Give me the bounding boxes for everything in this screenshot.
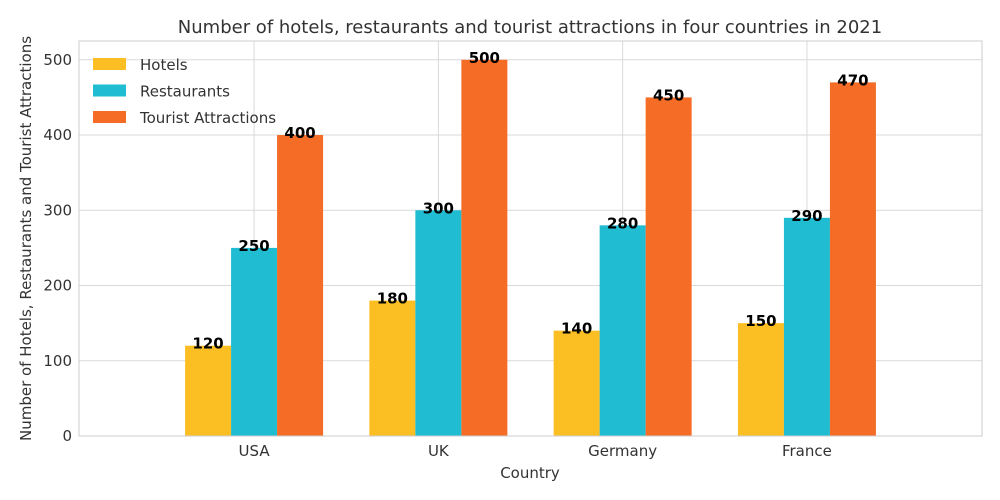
legend-label: Restaurants xyxy=(140,83,230,101)
x-tick-label: Germany xyxy=(588,442,657,460)
data-label: 120 xyxy=(192,335,223,353)
y-axis-label: Number of Hotels, Restaurants and Touris… xyxy=(17,36,35,441)
bars xyxy=(185,59,876,437)
data-labels: 120 250 400 180 300 500 140 280 450 150 290 470 xyxy=(192,49,868,353)
bar-restaurants xyxy=(783,217,830,436)
bar-tourist-attractions xyxy=(645,97,692,436)
legend-label: Hotels xyxy=(140,56,188,74)
data-label: 300 xyxy=(423,199,454,217)
x-tick-label: USA xyxy=(239,442,271,460)
chart-title: Number of hotels, restaurants and touris… xyxy=(178,17,882,38)
bar-restaurants xyxy=(231,247,278,436)
bar-restaurants xyxy=(599,225,646,436)
y-tick-label: 100 xyxy=(43,352,72,370)
y-tick-label: 300 xyxy=(43,201,72,219)
x-tick-label: UK xyxy=(428,442,450,460)
y-tick-label: 0 xyxy=(62,427,72,445)
axis-ticks: 0 100 200 300 400 500 USA UK Germany France xyxy=(43,51,832,460)
data-label: 250 xyxy=(238,237,269,255)
legend-swatch xyxy=(93,84,126,97)
data-label: 290 xyxy=(791,207,822,225)
bar-tourist-attractions xyxy=(277,135,324,437)
bar-hotels xyxy=(369,300,416,436)
y-tick-label: 500 xyxy=(43,51,72,69)
data-label: 150 xyxy=(745,312,776,330)
data-label: 500 xyxy=(469,49,500,67)
x-axis-label: Country xyxy=(500,464,560,482)
data-label: 450 xyxy=(653,86,684,104)
data-label: 400 xyxy=(284,124,315,142)
plot-frame xyxy=(78,40,983,437)
bar-tourist-attractions xyxy=(461,59,508,437)
legend-label: Tourist Attractions xyxy=(139,109,276,127)
bar-tourist-attractions xyxy=(829,82,876,436)
data-label: 140 xyxy=(561,320,592,338)
x-tick-label: France xyxy=(782,442,832,460)
data-label: 470 xyxy=(837,71,868,89)
bar-hotels xyxy=(737,323,784,436)
legend-swatch xyxy=(93,58,126,70)
bar-hotels xyxy=(553,330,600,436)
y-tick-label: 400 xyxy=(43,126,72,144)
legend-swatch xyxy=(93,111,126,123)
bar-hotels xyxy=(185,345,232,436)
bar-restaurants xyxy=(415,210,462,436)
y-tick-label: 200 xyxy=(43,277,72,295)
legend: Hotels Restaurants Tourist Attractions xyxy=(93,56,276,127)
data-label: 180 xyxy=(377,290,408,308)
data-label: 280 xyxy=(607,214,638,232)
